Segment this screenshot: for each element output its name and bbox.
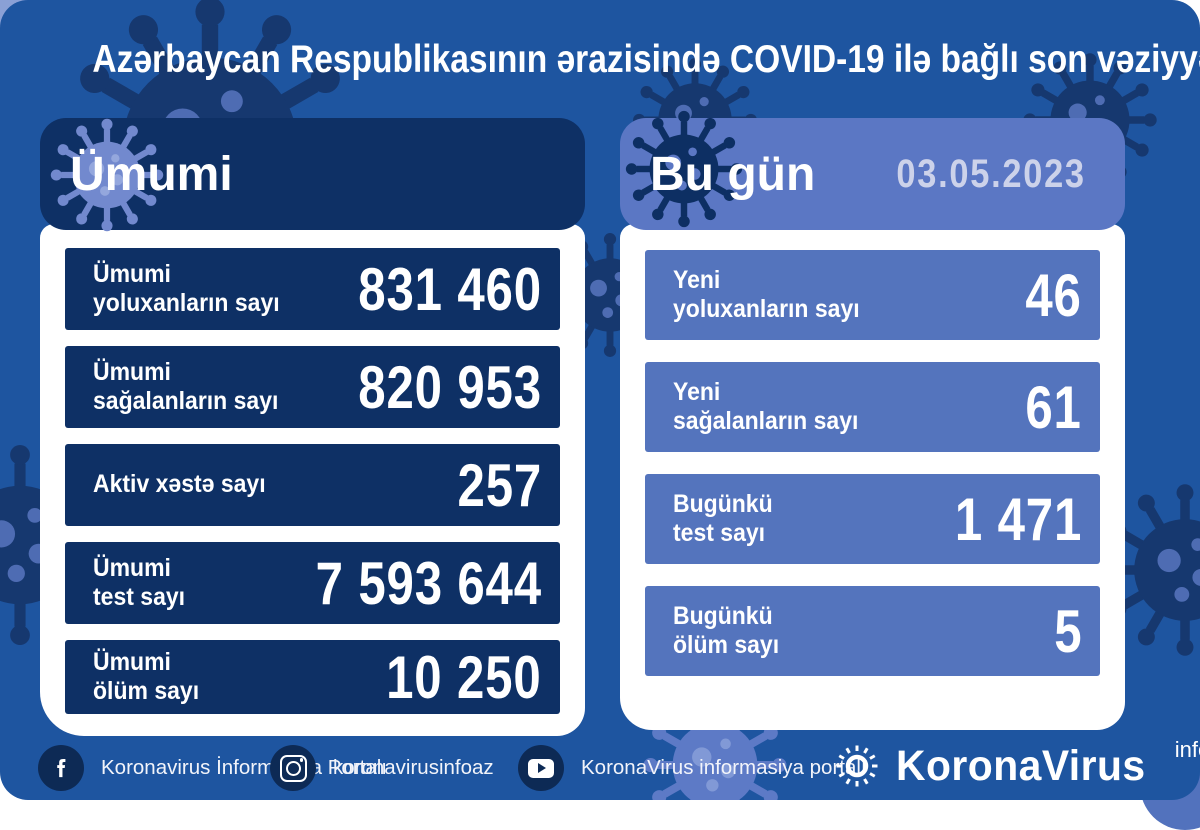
page-title: Azərbaycan Respublikasının ərazisində CO… bbox=[0, 38, 1200, 82]
stat-row-active-cases: Aktiv xəstə sayı 257 bbox=[65, 444, 560, 526]
stat-value: 257 bbox=[457, 451, 542, 519]
stat-label: Aktiv xəstə sayı bbox=[93, 470, 266, 499]
stat-label: Ümumi yoluxanların sayı bbox=[93, 259, 280, 318]
koronavirus-logo: KoronaVirus info bbox=[832, 737, 1200, 791]
stat-row-new-recovered: Yeni sağalanların sayı 61 bbox=[645, 362, 1100, 452]
stat-value: 46 bbox=[1025, 261, 1082, 329]
stat-value: 10 250 bbox=[386, 643, 542, 711]
stat-row-total-tests: Ümumi test sayı 7 593 644 bbox=[65, 542, 560, 624]
infographic-card: Azərbaycan Respublikasının ərazisində CO… bbox=[0, 0, 1200, 800]
stat-value: 7 593 644 bbox=[315, 549, 542, 617]
stat-value: 820 953 bbox=[358, 353, 542, 421]
stat-label: Bugünkü ölüm sayı bbox=[673, 601, 780, 660]
instagram-icon bbox=[270, 745, 316, 791]
stat-row-total-deaths: Ümumi ölüm sayı 10 250 bbox=[65, 640, 560, 714]
youtube-label: KoronaVirus informasiya portalı bbox=[581, 756, 867, 779]
totals-header: Ümumi bbox=[40, 118, 585, 230]
stat-label: Yeni yoluxanların sayı bbox=[673, 265, 860, 324]
stat-row-today-tests: Bugünkü test sayı 1 471 bbox=[645, 474, 1100, 564]
virus-sun-icon bbox=[836, 745, 878, 787]
logo-text: KoronaVirus bbox=[896, 741, 1146, 790]
instagram-link[interactable]: koronavirusinfoaz bbox=[270, 745, 494, 791]
stat-row-total-infected: Ümumi yoluxanların sayı 831 460 bbox=[65, 248, 560, 330]
today-header-label: Bu gün bbox=[650, 147, 816, 201]
youtube-icon bbox=[518, 745, 564, 791]
facebook-link[interactable]: Koronavirus İnformasiya Portalı bbox=[38, 745, 387, 791]
stat-value: 5 bbox=[1053, 597, 1082, 665]
stat-label: Ümumi test sayı bbox=[93, 553, 186, 612]
facebook-icon bbox=[38, 745, 84, 791]
stat-row-today-deaths: Bugünkü ölüm sayı 5 bbox=[645, 586, 1100, 676]
stat-value: 831 460 bbox=[358, 255, 542, 323]
report-date: 03.05.2023 bbox=[896, 151, 1086, 196]
logo-info-suffix: info bbox=[1174, 737, 1200, 762]
stat-label: Yeni sağalanların sayı bbox=[673, 377, 859, 436]
stat-value: 61 bbox=[1025, 373, 1082, 441]
totals-header-label: Ümumi bbox=[70, 147, 233, 201]
stat-label: Bugünkü test sayı bbox=[673, 489, 773, 548]
youtube-link[interactable]: KoronaVirus informasiya portalı bbox=[518, 745, 867, 791]
stat-row-new-infected: Yeni yoluxanların sayı 46 bbox=[645, 250, 1100, 340]
today-panel: Yeni yoluxanların sayı 46 Yeni sağalanla… bbox=[620, 224, 1125, 730]
today-header: Bu gün 03.05.2023 bbox=[620, 118, 1125, 230]
stat-row-total-recovered: Ümumi sağalanların sayı 820 953 bbox=[65, 346, 560, 428]
instagram-label: koronavirusinfoaz bbox=[333, 756, 494, 779]
page-title-text: Azərbaycan Respublikasının ərazisində CO… bbox=[92, 38, 1200, 81]
stat-value: 1 471 bbox=[954, 485, 1082, 553]
facebook-label: Koronavirus İnformasiya Portalı bbox=[101, 756, 387, 779]
stat-label: Ümumi ölüm sayı bbox=[93, 647, 200, 706]
stat-label: Ümumi sağalanların sayı bbox=[93, 357, 279, 416]
totals-panel: Ümumi yoluxanların sayı 831 460 Ümumi sa… bbox=[40, 224, 585, 736]
